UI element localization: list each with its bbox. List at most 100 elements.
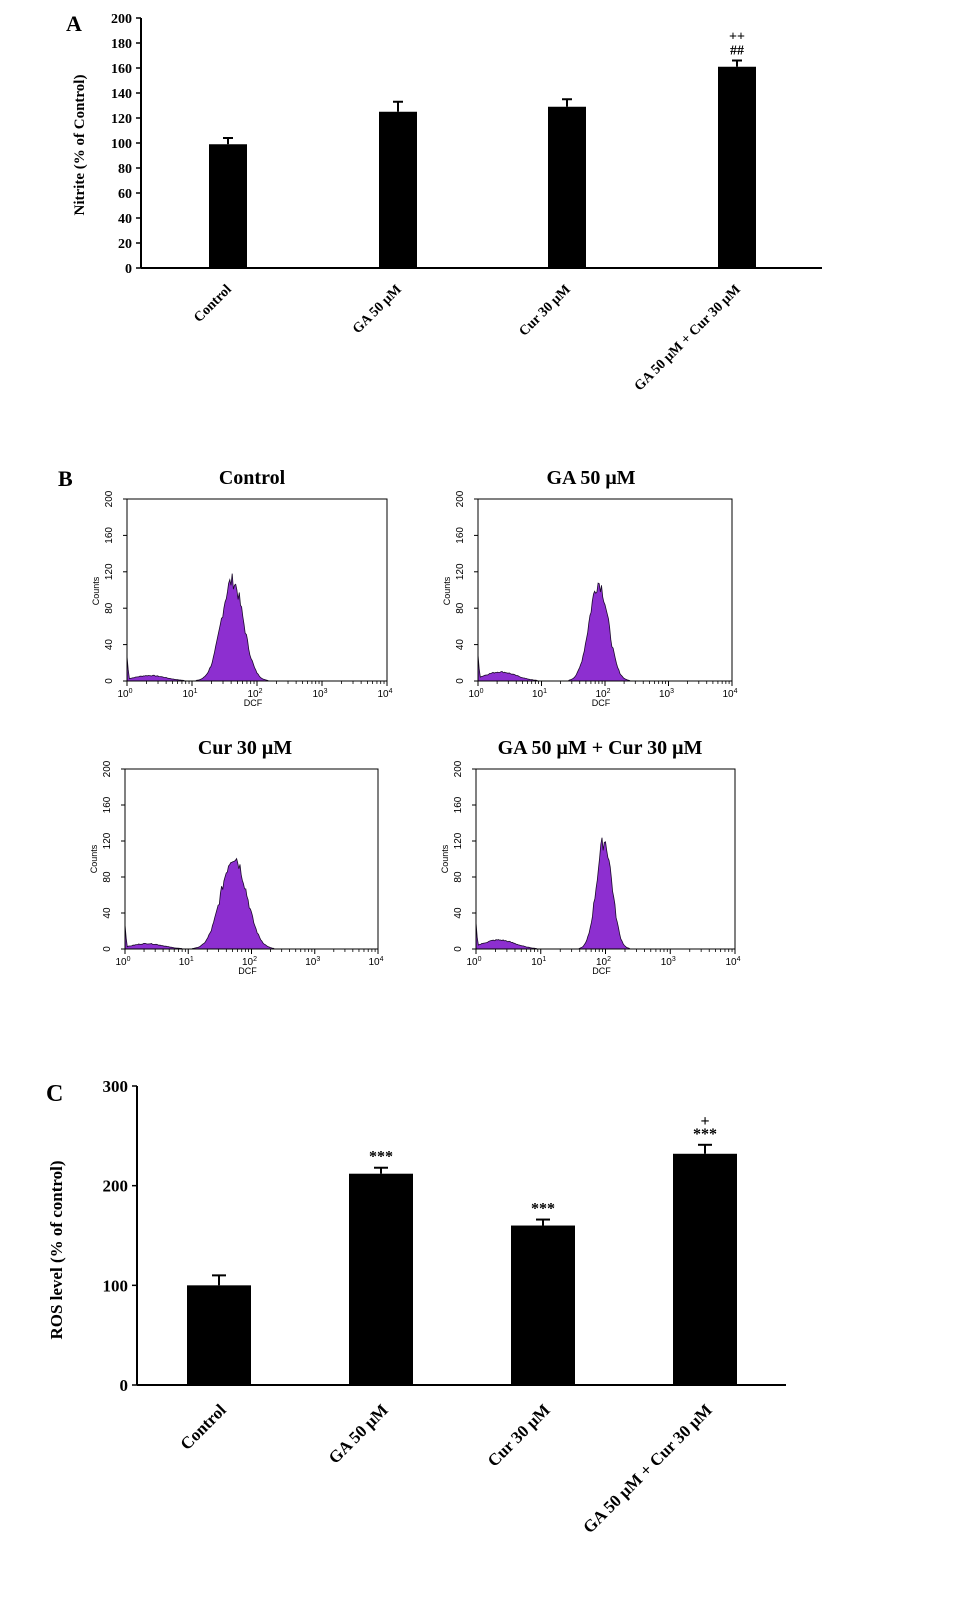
histogram-ytick-label: 0 bbox=[455, 678, 466, 684]
histogram-xtick-label: 102 bbox=[242, 956, 257, 968]
histogram-title: Control bbox=[219, 467, 286, 489]
histogram-xtick-label: 102 bbox=[596, 956, 611, 968]
panel-a-plot: 0 20 40 60 80 100 120 140 160 180 200 Control GA 50 … bbox=[111, 12, 822, 394]
histogram-xlabel: DCF bbox=[244, 698, 263, 708]
panel-c-plot: 0 100 200 300 Control *** GA 50 μM *** Cur 30 μM… bbox=[103, 1077, 786, 1537]
panel-c-category-label: Cur 30 μM bbox=[484, 1400, 554, 1470]
panel-c-bar bbox=[187, 1285, 251, 1385]
histogram-xtick-label: 100 bbox=[115, 956, 130, 968]
panel-a-ytick-label: 160 bbox=[111, 62, 132, 77]
panel-a-category-label: Control bbox=[191, 282, 235, 326]
histogram-ytick-label: 80 bbox=[453, 871, 464, 883]
histogram-xtick-label: 101 bbox=[182, 688, 197, 700]
histogram-ytick-label: 120 bbox=[102, 832, 113, 849]
histogram-title: GA 50 μM bbox=[546, 467, 635, 489]
panel-a-ytick-label: 140 bbox=[111, 87, 132, 102]
panel-a-ytick-label: 20 bbox=[118, 237, 132, 252]
panel-c-bar bbox=[673, 1153, 737, 1385]
histogram-ytick-label: 160 bbox=[453, 796, 464, 813]
histogram-xtick-label: 104 bbox=[722, 688, 737, 700]
panel-c-bar bbox=[511, 1225, 575, 1385]
panel-c-letter: C bbox=[46, 1081, 63, 1107]
histogram-ytick-label: 40 bbox=[453, 907, 464, 919]
panel-c: C 0 100 200 300 Control *** GA 50 μM *** Cur 30 … bbox=[46, 1077, 786, 1537]
panel-c-category-label: GA 50 μM bbox=[325, 1400, 392, 1467]
histogram-ytick-label: 200 bbox=[102, 760, 113, 777]
histogram-ylabel: Counts bbox=[440, 844, 450, 873]
histogram-xlabel: DCF bbox=[238, 966, 257, 976]
histogram-xtick-label: 102 bbox=[595, 688, 610, 700]
histogram-xtick-label: 103 bbox=[312, 688, 327, 700]
panel-a-letter: A bbox=[66, 11, 82, 36]
panel-b-letter: B bbox=[58, 466, 73, 491]
histogram-frame bbox=[126, 498, 388, 682]
histogram-title: Cur 30 μM bbox=[198, 737, 292, 759]
histogram-1: Control 0 40 80 120 160 200 Counts 100 101 102 103 1… bbox=[91, 467, 393, 708]
panel-c-category-label: GA 50 μM + Cur 30 μM bbox=[579, 1400, 716, 1537]
panel-a-ytick-label: 80 bbox=[118, 162, 132, 177]
histogram-ylabel: Counts bbox=[442, 576, 452, 605]
panel-c-significance-mark: *** bbox=[693, 1126, 717, 1143]
panel-c-significance-mark: *** bbox=[531, 1201, 555, 1218]
panel-a-ylabel: Nitrite (% of Control) bbox=[72, 75, 88, 216]
histogram-xtick-label: 104 bbox=[377, 688, 392, 700]
histogram-xtick-label: 104 bbox=[725, 956, 740, 968]
histogram-ytick-label: 80 bbox=[104, 602, 115, 614]
histogram-ytick-label: 120 bbox=[455, 563, 466, 580]
histogram-xtick-label: 104 bbox=[368, 956, 383, 968]
panel-a-ytick-label: 180 bbox=[111, 37, 132, 52]
histogram-area bbox=[124, 857, 378, 950]
histogram-area bbox=[477, 582, 732, 682]
histogram-3: Cur 30 μM 0 40 80 120 160 200 Counts 100 101 102 10… bbox=[89, 737, 384, 976]
histogram-2: GA 50 μM 0 40 80 120 160 200 Counts 100 101 102 103… bbox=[442, 467, 738, 708]
panel-c-ytick-label: 300 bbox=[103, 1077, 129, 1096]
panel-a-ytick-label: 200 bbox=[111, 12, 132, 27]
histogram-ytick-label: 160 bbox=[455, 527, 466, 544]
panel-a-ytick-label: 60 bbox=[118, 187, 132, 202]
panel-b: B Control 0 40 80 120 160 200 Counts 100 101 102 10… bbox=[58, 466, 741, 976]
panel-a-ytick-label: 40 bbox=[118, 212, 132, 227]
panel-c-category-label: Control bbox=[177, 1400, 230, 1453]
panel-c-ylabel: ROS level (% of control) bbox=[47, 1160, 66, 1339]
histogram-ytick-label: 40 bbox=[102, 907, 113, 919]
histogram-xtick-label: 103 bbox=[305, 956, 320, 968]
histogram-ytick-label: 120 bbox=[104, 563, 115, 580]
histogram-ytick-label: 120 bbox=[453, 832, 464, 849]
panel-c-ytick-label: 0 bbox=[120, 1376, 129, 1395]
histogram-xtick-label: 101 bbox=[532, 688, 547, 700]
panel-a-bar bbox=[379, 111, 417, 268]
histogram-ylabel: Counts bbox=[89, 844, 99, 873]
histogram-xtick-label: 102 bbox=[247, 688, 262, 700]
panel-c-bar bbox=[349, 1173, 413, 1385]
panel-a-significance-mark: ++ bbox=[729, 30, 745, 45]
panel-c-significance-mark: + bbox=[700, 1113, 709, 1130]
histogram-xlabel: DCF bbox=[592, 698, 611, 708]
histogram-xtick-label: 103 bbox=[661, 956, 676, 968]
histogram-ytick-label: 200 bbox=[104, 490, 115, 507]
panel-a-bar bbox=[718, 66, 756, 268]
panel-c-ytick-label: 100 bbox=[103, 1276, 129, 1295]
panel-a-category-label: Cur 30 μM bbox=[517, 282, 574, 339]
histogram-area bbox=[475, 837, 735, 950]
histogram-xtick-label: 100 bbox=[468, 688, 483, 700]
panel-a-ytick-label: 120 bbox=[111, 112, 132, 127]
panel-a-category-label: GA 50 μM + Cur 30 μM bbox=[632, 282, 744, 394]
panel-a-bar bbox=[209, 144, 247, 268]
histogram-ytick-label: 80 bbox=[455, 602, 466, 614]
histogram-ytick-label: 0 bbox=[102, 946, 113, 952]
panel-a: A 0 20 40 60 80 100 120 140 160 180 200 Control GA 5… bbox=[66, 11, 822, 394]
histogram-xtick-label: 103 bbox=[659, 688, 674, 700]
panel-b-histograms: Control 0 40 80 120 160 200 Counts 100 101 102 103 1… bbox=[89, 467, 741, 976]
histogram-xtick-label: 100 bbox=[117, 688, 132, 700]
histogram-ytick-label: 40 bbox=[455, 639, 466, 651]
panel-a-ytick-label: 0 bbox=[125, 262, 132, 277]
histogram-ytick-label: 0 bbox=[104, 678, 115, 684]
histogram-4: GA 50 μM + Cur 30 μM 0 40 80 120 160 200 Counts… bbox=[440, 737, 741, 976]
panel-c-significance-mark: *** bbox=[369, 1149, 393, 1166]
panel-a-significance-mark: ## bbox=[730, 44, 744, 59]
histogram-ytick-label: 200 bbox=[455, 490, 466, 507]
histogram-ytick-label: 40 bbox=[104, 639, 115, 651]
panel-a-category-label: GA 50 μM bbox=[350, 282, 405, 337]
histogram-xtick-label: 101 bbox=[531, 956, 546, 968]
